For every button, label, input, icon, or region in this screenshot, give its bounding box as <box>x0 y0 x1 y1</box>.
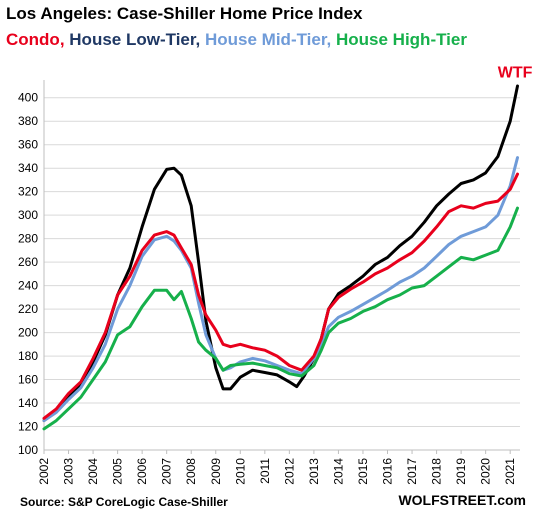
y-tick-label: 180 <box>18 349 38 363</box>
y-tick-label: 280 <box>18 232 38 246</box>
x-tick-label: 2005 <box>111 458 125 485</box>
x-tick-label: 2004 <box>86 458 100 485</box>
y-tick-label: 100 <box>18 443 38 457</box>
legend-house-low-tier: House Low-Tier <box>69 30 196 49</box>
x-tick-label: 2002 <box>37 458 51 485</box>
y-tick-label: 380 <box>18 114 38 128</box>
x-tick-label: 2010 <box>233 458 247 485</box>
y-tick-label: 160 <box>18 373 38 387</box>
x-tick-label: 2017 <box>405 458 419 485</box>
y-tick-label: 360 <box>18 138 38 152</box>
chart-title: Los Angeles: Case-Shiller Home Price Ind… <box>6 4 363 23</box>
y-tick-label: 120 <box>18 420 38 434</box>
legend-condo: Condo <box>6 30 60 49</box>
y-tick-label: 240 <box>18 279 38 293</box>
branding-label: WOLFSTREET.com <box>398 492 526 508</box>
x-tick-label: 2014 <box>331 458 345 485</box>
legend-house-mid-tier: House Mid-Tier <box>205 30 327 49</box>
y-tick-label: 220 <box>18 302 38 316</box>
y-tick-label: 320 <box>18 185 38 199</box>
y-tick-label: 300 <box>18 208 38 222</box>
x-tick-label: 2012 <box>282 458 296 485</box>
series-line-house-mid-tier <box>42 156 519 423</box>
source-note: Source: S&P CoreLogic Case-Shiller <box>20 495 228 509</box>
series-line-condo <box>42 172 519 420</box>
x-tick-label: 2008 <box>184 458 198 485</box>
legend-house-high-tier: House High-Tier <box>336 30 467 49</box>
series-line-house-high-tier <box>42 206 519 431</box>
x-tick-label: 2007 <box>160 458 174 485</box>
series-line-house-low-tier <box>42 84 519 423</box>
x-tick-label: 2011 <box>258 458 272 484</box>
annotation-wtf: WTF <box>498 65 533 82</box>
x-tick-label: 2003 <box>62 458 76 485</box>
y-tick-label: 140 <box>18 396 38 410</box>
x-tick-label: 2016 <box>381 458 395 485</box>
y-tick-label: 400 <box>18 91 38 105</box>
x-tick-label: 2018 <box>430 458 444 485</box>
y-tick-label: 260 <box>18 255 38 269</box>
x-tick-label: 2021 <box>503 458 517 485</box>
y-tick-label: 200 <box>18 326 38 340</box>
x-tick-label: 2020 <box>479 458 493 485</box>
y-tick-label: 340 <box>18 161 38 175</box>
x-tick-label: 2013 <box>307 458 321 485</box>
x-tick-label: 2006 <box>135 458 149 485</box>
x-tick-label: 2015 <box>356 458 370 485</box>
x-tick-label: 2009 <box>209 458 223 485</box>
chart-legend: Condo, House Low-Tier, House Mid-Tier, H… <box>6 30 467 49</box>
x-tick-label: 2019 <box>454 458 468 485</box>
